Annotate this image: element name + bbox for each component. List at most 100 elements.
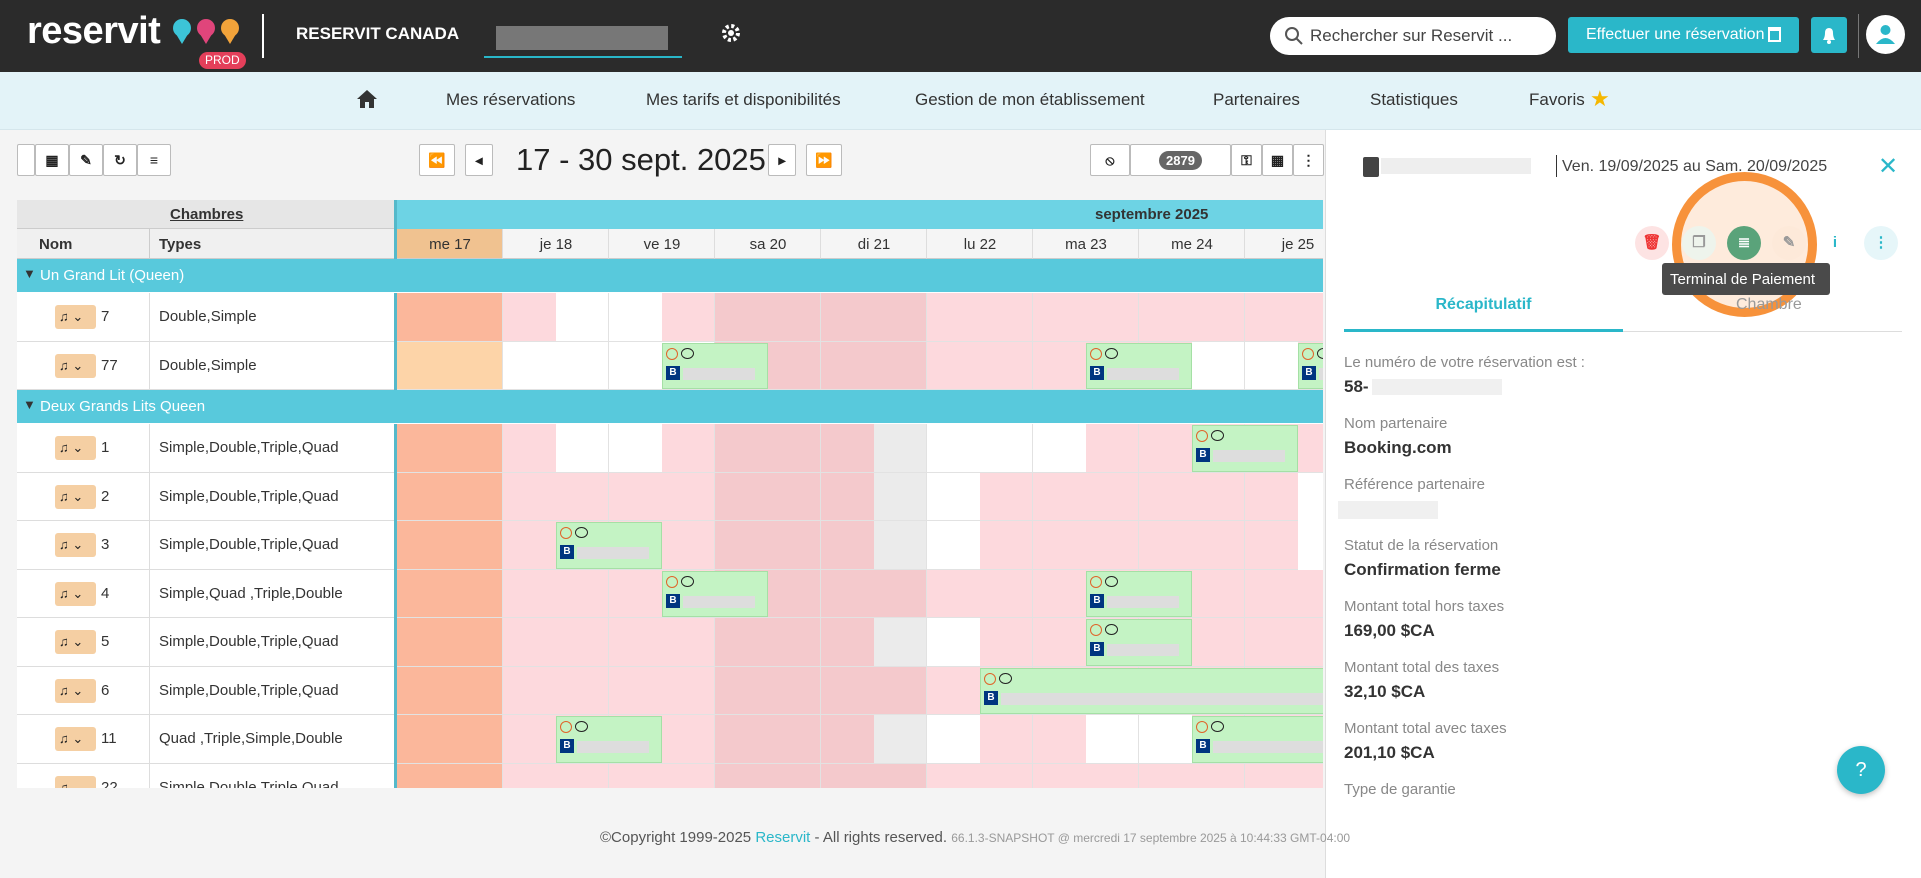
toolbar-button[interactable]: ↻ xyxy=(103,144,137,176)
toolbar-button[interactable]: ▦ xyxy=(1262,144,1293,176)
field-value: 32,10 $CA xyxy=(1344,682,1426,701)
divider xyxy=(1858,14,1859,58)
day-cell xyxy=(927,341,980,390)
booking[interactable]: B xyxy=(556,522,662,569)
action-button[interactable]: ⋮ xyxy=(1864,226,1898,260)
booking[interactable]: B xyxy=(662,570,768,617)
day-cell xyxy=(874,715,927,764)
day-cell xyxy=(1245,341,1298,390)
action-button[interactable]: ≣ xyxy=(1727,226,1761,260)
booking[interactable]: B xyxy=(1192,425,1298,472)
day-cell xyxy=(1033,618,1086,667)
nav-item[interactable]: Gestion de mon établissement xyxy=(915,90,1145,109)
room-menu[interactable]: ♫ ⌄ xyxy=(55,727,96,751)
nav-item[interactable]: Mes réservations xyxy=(446,90,576,109)
day-cell xyxy=(503,763,556,788)
status-dot xyxy=(560,527,572,539)
day-cell xyxy=(768,424,821,473)
first-button[interactable]: ⏪ xyxy=(419,144,455,176)
blurred xyxy=(1372,379,1502,395)
booking[interactable]: B xyxy=(556,716,662,763)
rooms-header-label: Chambres xyxy=(170,206,244,223)
nav-item[interactable]: Partenaires xyxy=(1213,90,1300,109)
settings-icon[interactable] xyxy=(721,23,741,43)
action-button[interactable]: 🗑 xyxy=(1635,226,1669,260)
toolbar-button[interactable]: ▦ xyxy=(35,144,69,176)
day-cell xyxy=(821,569,874,618)
room-menu[interactable]: ♫ ⌄ xyxy=(55,305,96,329)
day-cell xyxy=(1298,618,1323,667)
property-select[interactable] xyxy=(484,20,682,58)
next-button[interactable]: ▸ xyxy=(768,144,796,176)
user-button[interactable] xyxy=(1866,15,1905,54)
day-label: me 24 xyxy=(1171,236,1213,253)
day-cell xyxy=(927,293,980,342)
count-button[interactable]: 2879 xyxy=(1130,144,1231,176)
toolbar-button[interactable]: ⚿ xyxy=(1231,144,1262,176)
day-cell xyxy=(715,763,768,788)
reservation-panel: Ven. 19/09/2025 au Sam. 20/09/2025 ✕ 🗑 ❐ ≣ ✎ i… xyxy=(1325,130,1921,878)
day-cell xyxy=(927,763,980,788)
toolbar-button[interactable]: ⋮ xyxy=(1293,144,1324,176)
brand-link[interactable]: Reservit xyxy=(755,829,811,846)
logo[interactable]: reservit xyxy=(27,10,161,52)
notifications-button[interactable] xyxy=(1811,17,1847,53)
day-label: je 18 xyxy=(539,236,573,253)
day-cell xyxy=(1086,472,1139,521)
action-button[interactable]: ✎ xyxy=(1772,226,1806,260)
room-number: 4 xyxy=(101,584,110,602)
room-menu[interactable]: ♫ ⌄ xyxy=(55,436,96,460)
column-divider xyxy=(149,618,150,667)
search-box[interactable]: Rechercher sur Reservit ... xyxy=(1270,17,1556,55)
book-button[interactable]: Effectuer une réservation xyxy=(1568,17,1799,53)
booking[interactable]: B xyxy=(1298,342,1323,389)
room-menu[interactable]: ♫ ⌄ xyxy=(55,353,96,378)
nav-item[interactable]: Mes tarifs et disponibilités xyxy=(646,90,841,109)
room-menu[interactable]: ♫ ⌄ xyxy=(55,484,96,509)
hide-button[interactable]: ⦸ xyxy=(1090,144,1130,176)
day-cell xyxy=(821,666,874,715)
room-menu[interactable]: ♫ ⌄ xyxy=(55,678,96,703)
booking[interactable]: B xyxy=(1086,570,1192,617)
version: 66.1.3-SNAPSHOT @ mercredi 17 septembre … xyxy=(951,831,1351,845)
room-menu[interactable]: ♫ ⌄ xyxy=(55,581,96,606)
action-button[interactable]: ❐ xyxy=(1682,226,1716,260)
field-label: Montant total avec taxes xyxy=(1344,720,1507,737)
day-cell xyxy=(503,472,556,521)
room-menu[interactable]: ♫ ⌄ xyxy=(55,775,96,788)
booking[interactable]: B xyxy=(1086,619,1192,666)
top-bar: reservit PROD RESERVIT CANADA Rechercher… xyxy=(0,0,1921,72)
nav-item[interactable]: Statistiques xyxy=(1370,90,1458,109)
comment-icon xyxy=(1105,347,1118,359)
help-button[interactable]: ? xyxy=(1837,746,1885,794)
tab[interactable] xyxy=(1623,294,1902,332)
action-button[interactable]: i xyxy=(1818,226,1852,260)
last-button[interactable]: ⏩ xyxy=(806,144,842,176)
toolbar-button[interactable]: ≡ xyxy=(137,144,171,176)
column-divider xyxy=(149,229,150,259)
booking[interactable]: B xyxy=(1086,342,1192,389)
blurred xyxy=(1107,595,1179,608)
day-cell xyxy=(450,715,503,764)
day-cell xyxy=(1192,569,1245,618)
room-menu[interactable]: ♫ ⌄ xyxy=(55,630,96,654)
calendar-icon xyxy=(1768,27,1781,42)
close-button[interactable]: ✕ xyxy=(1878,153,1899,180)
comment-icon xyxy=(575,527,588,538)
prev-button[interactable]: ◂ xyxy=(465,144,493,176)
tab[interactable] xyxy=(1344,294,1623,332)
day-cell xyxy=(397,521,450,570)
day-header xyxy=(821,229,927,259)
booking[interactable]: B xyxy=(1192,716,1323,763)
status-dot xyxy=(1090,575,1102,588)
partner-badge: B xyxy=(1090,593,1104,608)
booking[interactable]: B xyxy=(662,342,768,389)
field-value: 58- xyxy=(1344,377,1369,396)
booking[interactable]: B xyxy=(980,667,1323,714)
room-menu[interactable]: ♫ ⌄ xyxy=(55,533,96,557)
nav-item[interactable]: Favoris xyxy=(1529,90,1585,109)
day-cell xyxy=(768,472,821,521)
toolbar-button[interactable]: ✎ xyxy=(69,144,103,176)
home-icon[interactable] xyxy=(356,89,378,109)
